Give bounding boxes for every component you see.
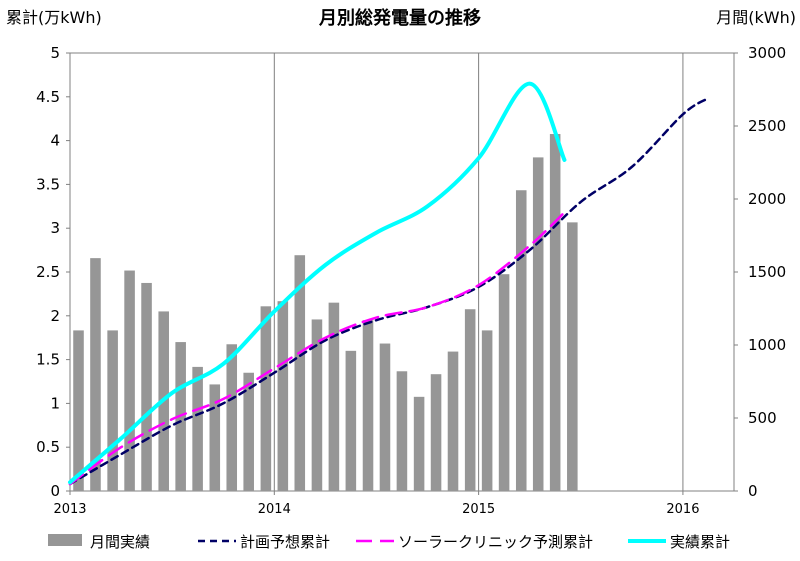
y-right-tick-label-4: 2000 bbox=[748, 190, 786, 208]
x-tick-label-1: 2014 bbox=[258, 502, 291, 517]
bar-25 bbox=[498, 274, 510, 491]
bar-14 bbox=[311, 319, 323, 491]
gridlines bbox=[273, 53, 684, 491]
bar-23 bbox=[464, 309, 476, 491]
y-axis-left-title: 累計(万kWh) bbox=[6, 8, 102, 27]
bar-28 bbox=[549, 134, 561, 491]
y-right-tick-label-5: 2500 bbox=[748, 117, 786, 135]
legend-label-0: 月間実績 bbox=[90, 533, 150, 551]
bar-18 bbox=[379, 343, 391, 491]
legend: 月間実績 計画予想累計 ソーラークリニック予測累計 実績累計 bbox=[48, 533, 730, 551]
bar-26 bbox=[515, 190, 527, 492]
y-left-tick-label-10: 5 bbox=[50, 44, 60, 62]
cumulative-lines bbox=[68, 81, 709, 486]
legend-label-2: ソーラークリニック予測累計 bbox=[398, 533, 593, 551]
series-line-1 bbox=[68, 211, 566, 486]
y-axis-left-ticks: 0 0.5 1 1.5 2 2.5 3 3.5 4 4.5 5 bbox=[36, 44, 70, 500]
bar-21 bbox=[430, 374, 442, 491]
bar-3 bbox=[124, 270, 135, 491]
bar-7 bbox=[192, 366, 203, 491]
chart-title: 月別総発電量の推移 bbox=[318, 7, 481, 29]
y-right-tick-label-0: 0 bbox=[748, 482, 758, 500]
legend-swatch-0 bbox=[48, 534, 82, 546]
bar-9 bbox=[226, 344, 238, 491]
y-left-tick-label-1: 0.5 bbox=[36, 438, 60, 456]
bar-4 bbox=[141, 282, 152, 491]
y-left-tick-label-0: 0 bbox=[50, 482, 60, 500]
y-axis-right-ticks: 0 500 1000 1500 2000 2500 3000 bbox=[734, 44, 786, 500]
bar-12 bbox=[277, 301, 289, 491]
bar-17 bbox=[362, 320, 374, 491]
y-left-tick-label-9: 4.5 bbox=[36, 88, 60, 106]
bar-2 bbox=[107, 330, 118, 491]
y-left-tick-label-6: 3 bbox=[50, 219, 60, 237]
x-tick-label-0: 2013 bbox=[53, 502, 86, 517]
bar-10 bbox=[243, 372, 254, 491]
y-right-tick-label-1: 500 bbox=[748, 409, 777, 427]
bar-29 bbox=[567, 222, 578, 492]
legend-label-1: 計画予想累計 bbox=[240, 533, 330, 551]
y-right-tick-label-6: 3000 bbox=[748, 44, 786, 62]
series-line-0 bbox=[68, 97, 709, 486]
y-right-tick-label-3: 1500 bbox=[748, 263, 786, 281]
bar-1 bbox=[90, 258, 101, 491]
bar-22 bbox=[447, 351, 459, 491]
series-line-2 bbox=[68, 81, 567, 485]
bar-24 bbox=[481, 330, 493, 491]
x-tick-label-2: 2015 bbox=[462, 502, 495, 517]
legend-label-3: 実績累計 bbox=[670, 533, 730, 551]
bar-27 bbox=[532, 157, 544, 491]
y-right-tick-label-2: 1000 bbox=[748, 336, 786, 354]
y-left-tick-label-2: 1 bbox=[50, 394, 60, 412]
bar-0 bbox=[73, 330, 84, 491]
x-tick-label-3: 2016 bbox=[666, 502, 699, 517]
bar-13 bbox=[294, 255, 306, 491]
bar-16 bbox=[345, 350, 357, 491]
bar-19 bbox=[396, 371, 408, 491]
bar-20 bbox=[413, 396, 425, 491]
y-left-tick-label-5: 2.5 bbox=[36, 263, 60, 281]
monthly-bars bbox=[73, 134, 578, 492]
y-left-tick-label-3: 1.5 bbox=[36, 351, 60, 369]
x-axis-ticks: 2013 2014 2015 2016 bbox=[53, 491, 699, 517]
bar-15 bbox=[328, 302, 340, 491]
y-left-tick-label-8: 4 bbox=[50, 132, 60, 150]
bar-11 bbox=[260, 306, 272, 491]
bar-8 bbox=[209, 384, 221, 491]
y-axis-right-title: 月間(kWh) bbox=[716, 8, 796, 27]
y-left-tick-label-4: 2 bbox=[50, 307, 60, 325]
y-left-tick-label-7: 3.5 bbox=[36, 175, 60, 193]
